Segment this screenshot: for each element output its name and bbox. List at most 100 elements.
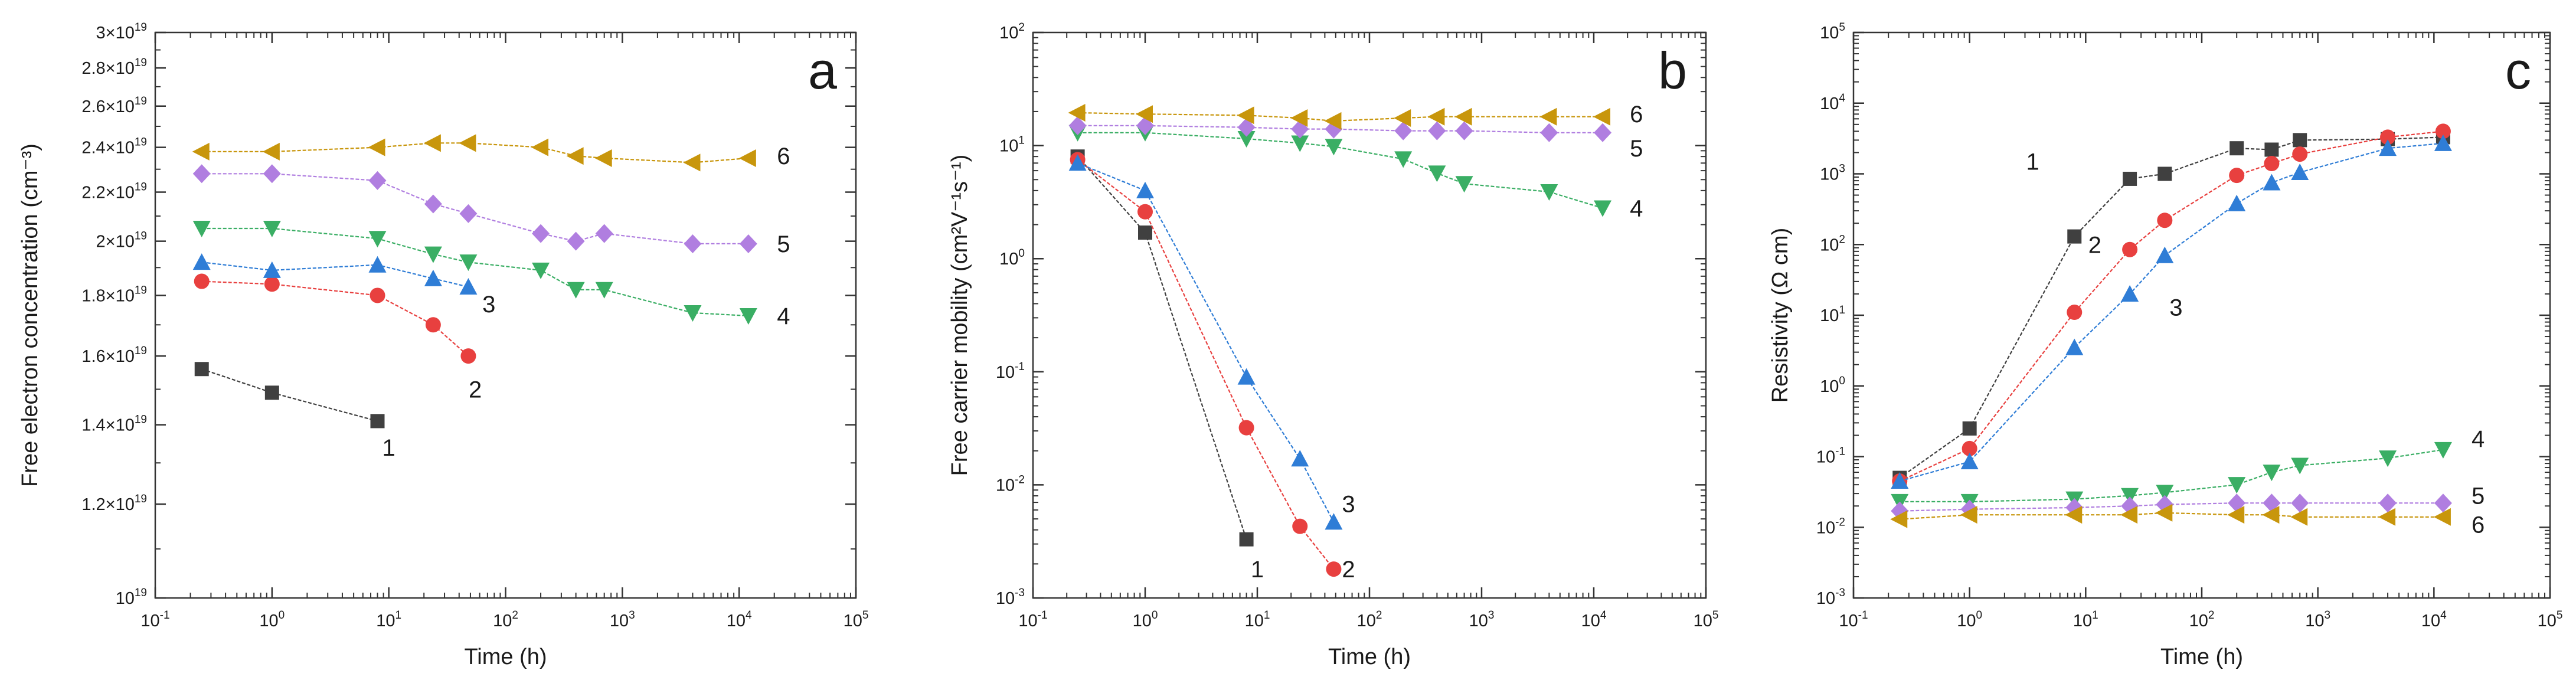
series-line	[1900, 449, 2444, 503]
data-point	[1594, 123, 1612, 142]
data-point	[1068, 154, 1087, 171]
data-point	[1068, 116, 1087, 135]
y-tick-label: 2×1019	[96, 230, 147, 251]
data-point	[262, 142, 280, 161]
data-point	[2292, 146, 2308, 162]
y-axis-label-c: Resistivity (Ω cm)	[1768, 228, 1793, 403]
data-point	[2067, 229, 2082, 244]
data-point	[1454, 107, 1472, 126]
data-point	[424, 194, 442, 214]
series-b-5: 5	[1068, 116, 1643, 162]
series-line	[1077, 156, 1247, 540]
x-tick-label: 103	[2305, 609, 2330, 630]
series-line	[1077, 132, 1603, 209]
curve-label: 3	[482, 292, 495, 318]
data-point	[531, 138, 549, 156]
series-b-3: 3	[1068, 154, 1355, 530]
y-tick-label: 1019	[116, 587, 147, 608]
data-point	[1455, 176, 1473, 193]
data-point	[2290, 508, 2308, 526]
data-point	[2264, 156, 2280, 172]
data-point	[2120, 506, 2138, 524]
y-tick-label: 100	[1820, 375, 1845, 396]
y-tick-label: 1.4×1019	[81, 414, 147, 435]
data-point	[1427, 107, 1445, 126]
x-tick-label: 100	[1133, 609, 1158, 630]
x-axis-a: 10-1 100 101 102 103 104 105	[140, 32, 868, 630]
curve-label: 4	[2472, 426, 2485, 452]
y-tick-label: 105	[1820, 21, 1845, 43]
series-line	[1900, 502, 2443, 512]
data-point	[2379, 493, 2397, 513]
curve-label: 2	[469, 377, 482, 403]
data-point	[368, 171, 387, 190]
curve-label: 6	[1630, 102, 1643, 128]
data-point	[2157, 213, 2173, 228]
series-a-2: 2	[194, 273, 482, 403]
curve-label: 6	[777, 143, 790, 169]
y-axis-label-b: Free carrier mobility (cm²V⁻¹s⁻¹)	[947, 155, 972, 476]
data-point	[2291, 457, 2309, 475]
data-point	[2379, 450, 2397, 468]
y-tick-label: 10-1	[1816, 446, 1845, 467]
x-tick-label: 103	[1469, 609, 1495, 630]
data-point	[594, 149, 612, 167]
data-point	[370, 414, 385, 429]
data-point	[1136, 181, 1154, 198]
data-point	[2122, 241, 2138, 257]
data-point	[1960, 452, 1979, 469]
data-point	[192, 142, 210, 161]
series-b-1: 1	[1070, 149, 1264, 583]
data-point	[194, 362, 209, 377]
data-point	[1290, 109, 1308, 128]
y-tick-label: 3×1019	[96, 21, 147, 43]
series-a-1: 1	[194, 362, 395, 461]
data-point	[2123, 171, 2137, 186]
data-point	[2228, 477, 2246, 494]
x-axis-b: 10-1 100 101 102 103 104 105	[1018, 32, 1718, 630]
data-point	[2291, 493, 2309, 513]
data-point	[739, 308, 757, 325]
data-point	[1137, 204, 1153, 220]
data-point	[1593, 107, 1611, 126]
series-b-6: 6	[1068, 102, 1643, 130]
x-tick-label: 10-1	[140, 609, 169, 630]
panel-c: 10-1 100 101 102 103 104 105 10-3 10-2 10-1 100 101…	[1768, 21, 2562, 669]
data-point	[2433, 508, 2451, 526]
curve-label: 1	[383, 435, 395, 461]
series-a-6: 6	[192, 134, 790, 172]
panel-letter-a: a	[808, 41, 837, 100]
data-point	[368, 256, 387, 273]
panel-b: 10-1 100 101 102 103 104 105 10-3 10-2 10-1 100 101…	[947, 21, 1718, 669]
data-point	[1325, 139, 1343, 156]
data-point	[1962, 440, 1977, 456]
data-point	[2230, 141, 2244, 156]
data-point	[2263, 174, 2281, 191]
y-tick-label: 10-1	[996, 361, 1025, 382]
curve-label: 4	[1630, 196, 1643, 222]
y-tick-label: 10-2	[996, 473, 1025, 495]
data-point	[1237, 117, 1256, 137]
data-point	[1068, 104, 1086, 122]
data-point	[459, 254, 478, 272]
data-point	[2121, 285, 2139, 302]
data-point	[2379, 139, 2397, 156]
series-line	[1077, 162, 1335, 522]
y-tick-label: 102	[999, 21, 1025, 43]
data-point	[1239, 532, 1254, 547]
data-point	[2262, 506, 2280, 524]
series-c-3: 3	[1891, 134, 2452, 489]
data-point	[424, 269, 442, 286]
data-point	[2067, 305, 2083, 321]
data-point	[2228, 194, 2246, 211]
curve-label: 2	[2088, 232, 2101, 258]
curve-label: 2	[1342, 557, 1355, 583]
series-line	[201, 227, 748, 317]
data-point	[2227, 506, 2245, 524]
x-tick-label: 10-1	[1839, 609, 1868, 630]
data-point	[370, 287, 385, 303]
x-tick-label: 105	[844, 609, 869, 630]
data-point	[368, 231, 387, 248]
data-point	[1237, 368, 1256, 385]
data-point	[1890, 510, 1908, 528]
